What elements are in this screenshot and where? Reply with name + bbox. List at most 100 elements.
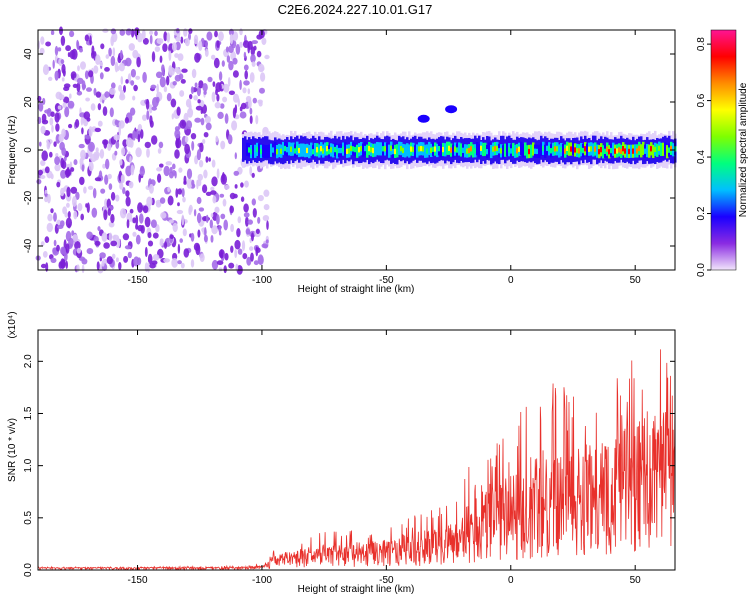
noise-speck [48, 76, 53, 81]
signal-mid [246, 142, 249, 156]
signal-mid [472, 144, 475, 158]
noise-speck [168, 219, 174, 224]
signal-mid [414, 145, 417, 159]
noise-speck [81, 264, 85, 274]
noise-speck [144, 216, 151, 228]
noise-speck [244, 180, 249, 188]
noise-speck [132, 49, 139, 59]
noise-speck [147, 232, 152, 239]
signal-mid [460, 143, 463, 157]
noise-speck [239, 41, 243, 48]
noise-speck [203, 90, 207, 95]
noise-speck [202, 184, 208, 194]
noise-speck [88, 141, 95, 152]
noise-speck [125, 57, 132, 67]
signal-mid [378, 142, 381, 156]
spectral-blob [445, 105, 458, 114]
noise-speck [67, 100, 75, 109]
noise-speck [236, 228, 241, 238]
noise-speck [190, 86, 194, 94]
noise-speck [189, 94, 193, 100]
noise-speck [38, 169, 43, 176]
signal-core [578, 148, 581, 154]
signal-mid [540, 142, 543, 156]
noise-speck [167, 186, 171, 193]
signal-core [284, 145, 287, 152]
signal-core [616, 148, 619, 154]
signal-core [350, 145, 353, 152]
noise-speck [186, 178, 193, 189]
noise-speck [60, 169, 67, 179]
noise-speck [232, 70, 239, 78]
spectrogram-y-tick-label: -40 [23, 238, 34, 253]
signal-core [368, 145, 371, 152]
signal-mid [406, 143, 409, 157]
noise-speck [177, 53, 184, 61]
noise-speck [97, 226, 101, 232]
noise-speck [196, 196, 202, 205]
noise-speck [148, 104, 153, 114]
noise-speck [181, 214, 185, 226]
signal-mid [538, 144, 541, 158]
signal-core [486, 149, 489, 155]
noise-speck [202, 83, 208, 92]
signal-core [606, 146, 609, 152]
noise-speck [210, 190, 217, 195]
signal-core [320, 146, 323, 152]
signal-mid [308, 145, 311, 159]
noise-speck [249, 107, 253, 115]
noise-speck [118, 120, 125, 129]
noise-speck [224, 184, 230, 190]
signal-mid [264, 145, 267, 159]
noise-speck [214, 30, 218, 38]
signal-core [372, 147, 375, 154]
spectrogram-y-axis-label: Frequency (Hz) [7, 116, 18, 185]
signal-core [438, 146, 441, 152]
signal-mid [262, 144, 265, 158]
signal-mid [356, 144, 359, 158]
noise-speck [251, 172, 255, 178]
noise-speck [150, 219, 157, 228]
noise-speck [198, 207, 205, 212]
spectrogram-y-tick-label: -20 [23, 190, 34, 205]
noise-speck [174, 170, 177, 179]
noise-speck [39, 47, 45, 55]
noise-speck [91, 50, 95, 59]
noise-speck [239, 106, 243, 112]
signal-mid [362, 143, 365, 157]
noise-speck [85, 97, 90, 102]
noise-speck [80, 116, 84, 126]
signal-core [402, 147, 405, 154]
noise-speck [49, 117, 54, 126]
signal-core [384, 146, 387, 152]
noise-speck [247, 219, 253, 225]
noise-speck [172, 81, 177, 86]
noise-speck [171, 113, 174, 120]
noise-speck [90, 154, 97, 162]
noise-speck [100, 188, 106, 194]
signal-core [390, 145, 393, 151]
noise-speck [262, 215, 270, 222]
signal-core [256, 146, 259, 153]
signal-mid [386, 142, 389, 156]
signal-mid [416, 144, 419, 158]
signal-mid [602, 145, 605, 159]
signal-core [316, 147, 319, 153]
noise-speck [154, 30, 158, 37]
noise-speck [243, 51, 247, 59]
noise-speck [221, 172, 225, 183]
noise-speck [237, 216, 242, 224]
signal-core [280, 148, 283, 154]
noise-speck [129, 107, 136, 116]
noise-speck [54, 163, 61, 172]
signal-core [286, 147, 289, 153]
noise-speck [39, 141, 42, 147]
noise-speck [56, 224, 64, 229]
noise-speck [88, 126, 93, 137]
noise-speck [216, 260, 224, 266]
noise-speck [112, 47, 116, 57]
noise-speck [120, 49, 123, 60]
noise-speck [152, 97, 159, 108]
noise-speck [194, 52, 201, 63]
noise-speck [88, 161, 94, 172]
